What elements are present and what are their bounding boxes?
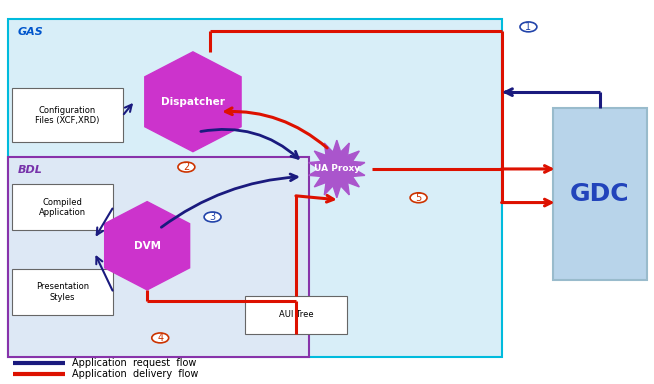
- Polygon shape: [145, 52, 241, 152]
- Text: GAS: GAS: [18, 27, 43, 37]
- Text: BDL: BDL: [18, 165, 43, 175]
- Text: 5: 5: [415, 193, 422, 203]
- Circle shape: [178, 162, 195, 172]
- Text: Presentation
Styles: Presentation Styles: [36, 282, 89, 301]
- FancyBboxPatch shape: [8, 19, 502, 357]
- Text: Application  delivery  flow: Application delivery flow: [72, 369, 198, 379]
- Text: 2: 2: [183, 162, 190, 172]
- Text: 1: 1: [525, 22, 532, 32]
- Polygon shape: [309, 140, 365, 198]
- FancyBboxPatch shape: [12, 269, 113, 315]
- Text: Compiled
Application: Compiled Application: [39, 198, 86, 217]
- FancyBboxPatch shape: [245, 296, 347, 334]
- Text: GDC: GDC: [570, 182, 630, 206]
- FancyBboxPatch shape: [12, 88, 123, 142]
- FancyBboxPatch shape: [8, 157, 309, 357]
- Text: Dispatcher: Dispatcher: [161, 97, 225, 107]
- FancyBboxPatch shape: [553, 108, 647, 280]
- Text: Application  request  flow: Application request flow: [72, 358, 196, 368]
- Circle shape: [410, 193, 427, 203]
- Circle shape: [152, 333, 169, 343]
- Text: UA Proxy: UA Proxy: [314, 164, 360, 174]
- Text: 4: 4: [157, 333, 164, 343]
- Text: DVM: DVM: [133, 241, 161, 251]
- Polygon shape: [105, 202, 190, 290]
- Circle shape: [520, 22, 537, 32]
- FancyBboxPatch shape: [12, 184, 113, 230]
- Circle shape: [204, 212, 221, 222]
- Text: 3: 3: [209, 212, 216, 222]
- Text: AUI Tree: AUI Tree: [279, 310, 313, 319]
- Text: Configuration
Files (XCF,XRD): Configuration Files (XCF,XRD): [35, 106, 99, 125]
